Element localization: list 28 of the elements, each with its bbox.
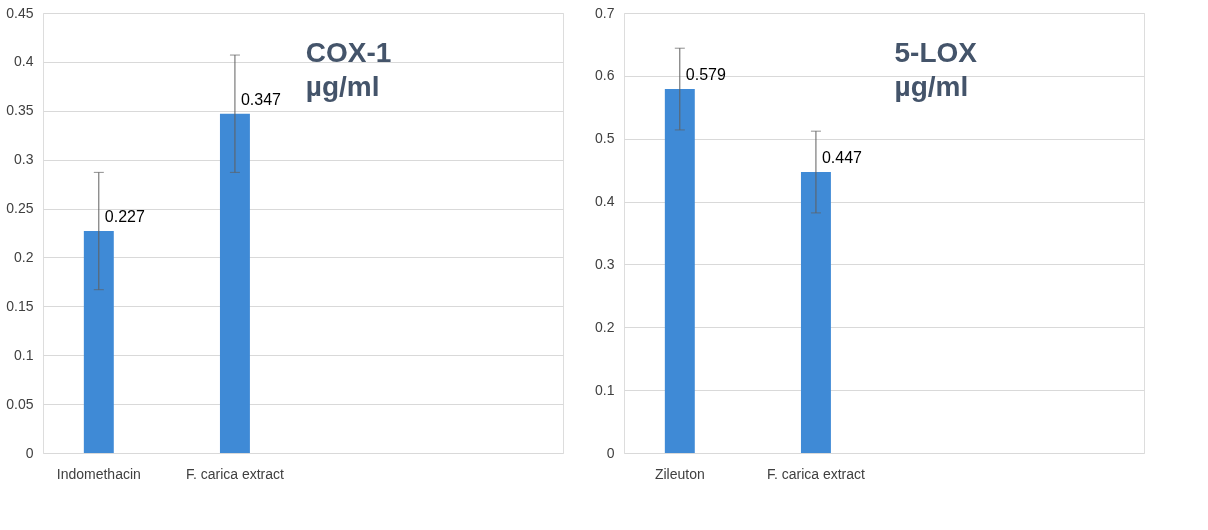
data-label: 0.227 bbox=[104, 208, 145, 226]
data-label: 0.579 bbox=[685, 66, 726, 84]
y-tick-label: 0.6 bbox=[595, 67, 615, 84]
y-tick-label: 0.05 bbox=[6, 395, 34, 412]
x-tick-label: F. carica extract bbox=[766, 465, 866, 482]
y-tick-label: 0.2 bbox=[595, 318, 615, 335]
y-tick-label: 0.1 bbox=[595, 381, 615, 398]
y-tick-label: 0 bbox=[25, 444, 34, 461]
y-tick-label: 0.25 bbox=[6, 200, 34, 217]
text: COX-1 µg/ml bbox=[305, 37, 392, 102]
y-tick-label: 0.7 bbox=[595, 4, 615, 21]
x-tick-label: Indomethacin bbox=[56, 465, 141, 482]
x-tick-label: F. carica extract bbox=[185, 465, 285, 482]
y-tick-label: 0.3 bbox=[595, 255, 615, 272]
y-tick-label: 0.3 bbox=[14, 151, 34, 168]
y-tick-label: 0.45 bbox=[6, 4, 34, 21]
y-tick-label: 0.4 bbox=[595, 193, 615, 210]
y-tick-label: 0.15 bbox=[6, 297, 34, 314]
y-tick-label: 0.4 bbox=[14, 53, 34, 70]
y-tick-label: 0.2 bbox=[14, 248, 34, 265]
y-tick-label: 0 bbox=[606, 444, 615, 461]
y-tick-label: 0.1 bbox=[14, 346, 34, 363]
y-tick-label: 0.35 bbox=[6, 102, 34, 119]
text: 5-LOX µg/ml bbox=[894, 37, 978, 102]
y-tick-label: 0.5 bbox=[595, 130, 615, 147]
x-tick-label: Zileuton bbox=[654, 465, 705, 482]
data-label: 0.447 bbox=[821, 149, 863, 167]
data-label: 0.347 bbox=[240, 90, 282, 108]
